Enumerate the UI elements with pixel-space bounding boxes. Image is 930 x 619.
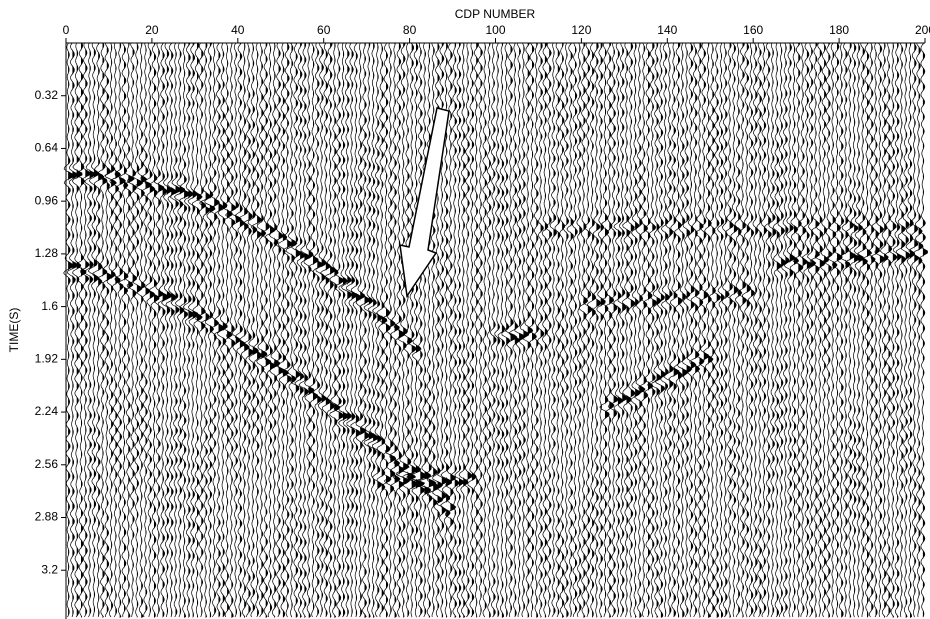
trace-fill bbox=[914, 43, 918, 618]
trace bbox=[483, 43, 487, 617]
y-tick-label: 2.56 bbox=[35, 457, 59, 471]
trace bbox=[769, 43, 776, 617]
trace-fill bbox=[554, 43, 557, 618]
trace-fill bbox=[562, 43, 565, 618]
x-tick-label: 200 bbox=[915, 23, 930, 37]
y-tick-label: 0.96 bbox=[35, 193, 59, 207]
x-tick-label: 140 bbox=[657, 23, 677, 37]
trace-fill bbox=[648, 43, 653, 618]
trace-fill bbox=[506, 43, 510, 618]
trace bbox=[498, 43, 505, 617]
trace bbox=[764, 43, 771, 617]
trace-fill bbox=[558, 43, 560, 618]
x-tick-label: 100 bbox=[485, 23, 505, 37]
x-tick-label: 120 bbox=[571, 23, 591, 37]
x-tick-label: 160 bbox=[743, 23, 763, 37]
x-axis-label: CDP NUMBER bbox=[455, 7, 536, 21]
trace-layer bbox=[64, 43, 928, 618]
x-tick-label: 40 bbox=[231, 23, 245, 37]
y-axis-label: TIME(S) bbox=[7, 308, 21, 353]
x-tick-label: 180 bbox=[829, 23, 849, 37]
trace bbox=[474, 43, 478, 617]
trace-fill bbox=[296, 43, 301, 618]
trace-fill bbox=[747, 43, 751, 618]
trace bbox=[555, 43, 560, 617]
trace bbox=[799, 43, 807, 617]
trace bbox=[563, 43, 569, 617]
trace bbox=[490, 43, 496, 617]
trace-fill bbox=[493, 43, 496, 618]
trace bbox=[478, 43, 482, 617]
trace-fill bbox=[515, 43, 520, 618]
y-tick-label: 0.32 bbox=[35, 88, 59, 102]
y-tick-label: 3.2 bbox=[41, 562, 58, 576]
x-tick-label: 60 bbox=[317, 23, 331, 37]
trace bbox=[781, 43, 789, 617]
y-tick-label: 2.88 bbox=[35, 510, 59, 524]
x-tick-label: 0 bbox=[63, 23, 70, 37]
x-tick-label: 20 bbox=[145, 23, 159, 37]
trace bbox=[730, 43, 738, 617]
chart: CDP NUMBER TIME(S) 0 20 40 60 80 100 120 140 160… bbox=[0, 0, 930, 619]
trace-fill bbox=[502, 43, 505, 618]
trace bbox=[709, 43, 716, 617]
trace-fill bbox=[884, 43, 888, 618]
x-tick-label: 80 bbox=[403, 23, 417, 37]
trace bbox=[550, 43, 557, 617]
y-tick-label: 0.64 bbox=[35, 141, 59, 155]
y-tick-label: 2.24 bbox=[35, 404, 59, 418]
y-tick-label: 1.28 bbox=[35, 246, 59, 260]
trace-fill bbox=[768, 43, 771, 618]
trace-fill bbox=[468, 43, 472, 618]
trace bbox=[487, 43, 491, 617]
trace bbox=[885, 43, 892, 617]
trace bbox=[572, 43, 577, 617]
trace-fill bbox=[455, 43, 460, 618]
y-tick-label: 1.92 bbox=[35, 352, 59, 366]
y-tick-label: 1.6 bbox=[41, 299, 58, 313]
trace-fill bbox=[657, 43, 662, 618]
